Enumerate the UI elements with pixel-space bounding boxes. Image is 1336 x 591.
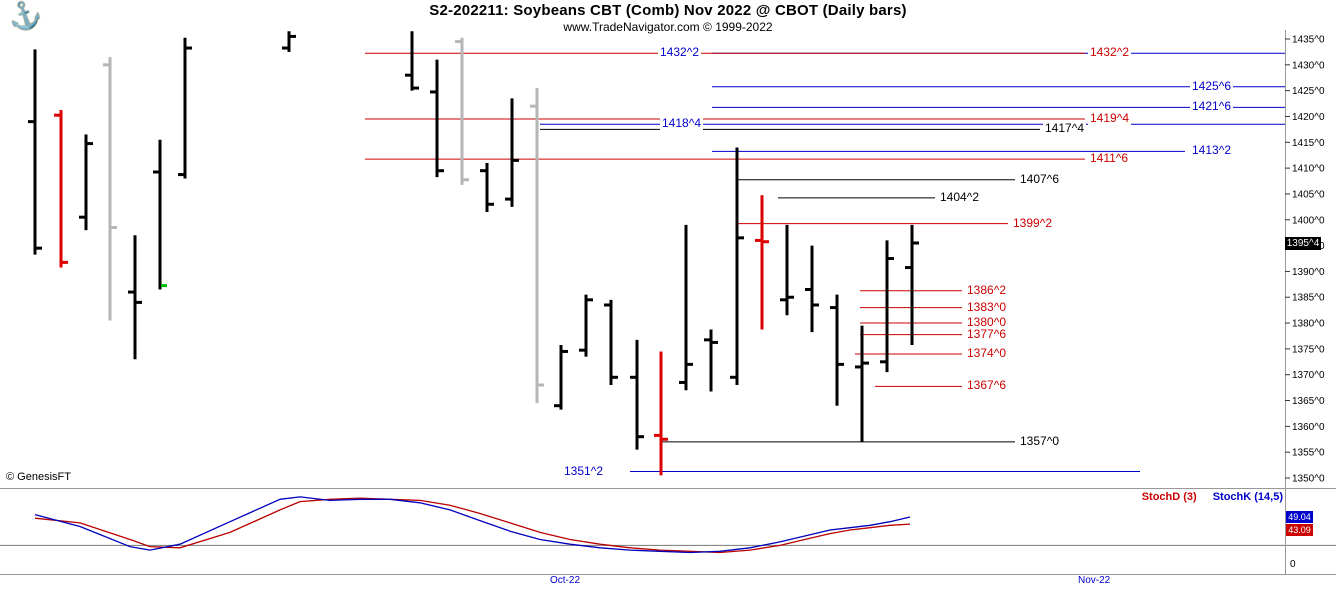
price-axis-label: 1355^0 <box>1292 448 1325 459</box>
current-price-badge: 1395^4 <box>1285 236 1321 250</box>
price-axis-label: 1350^0 <box>1292 474 1325 485</box>
stochd-value-badge: 43.09 <box>1286 524 1313 536</box>
price-axis-label: 1385^0 <box>1292 293 1325 304</box>
price-axis-label: 1365^0 <box>1292 396 1325 407</box>
price-axis-label: 1375^0 <box>1292 344 1325 355</box>
price-axis-label: 1415^0 <box>1292 138 1325 149</box>
stochastic-legend: StochD (3) StochK (14,5) <box>1141 491 1283 503</box>
price-axis-label: 1430^0 <box>1292 60 1325 71</box>
stochd-legend-label[interactable]: StochD (3) <box>1141 491 1197 503</box>
date-axis-label-oct: Oct-22 <box>550 575 581 586</box>
stoch-axis-zero-label: 0 <box>1290 559 1296 570</box>
price-axis-label: 1435^0 <box>1292 35 1325 46</box>
stochk-legend-label[interactable]: StochK (14,5) <box>1212 491 1283 503</box>
price-axis-label: 1420^0 <box>1292 112 1325 123</box>
price-axis-label: 1410^0 <box>1292 164 1325 175</box>
copyright-watermark: © GenesisFT <box>6 471 71 483</box>
bars-group <box>28 31 919 476</box>
date-axis-label-nov: Nov-22 <box>1078 575 1111 586</box>
price-axis-label: 1380^0 <box>1292 319 1325 330</box>
price-axis-label: 1400^0 <box>1292 215 1325 226</box>
price-axis-label: 1370^0 <box>1292 370 1325 381</box>
price-axis-label: 1405^0 <box>1292 189 1325 200</box>
price-axis-label: 1425^0 <box>1292 86 1325 97</box>
stochk-curve <box>34 496 911 554</box>
stochd-curve <box>34 497 911 554</box>
price-axis-label: 1390^0 <box>1292 267 1325 278</box>
price-axis-label: 1360^0 <box>1292 422 1325 433</box>
stochk-value-badge: 49.04 <box>1286 511 1313 523</box>
